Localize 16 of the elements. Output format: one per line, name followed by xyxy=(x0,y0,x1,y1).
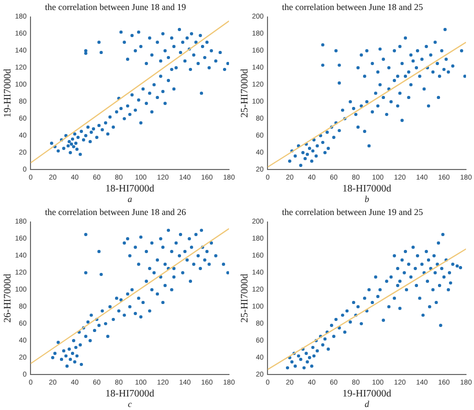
x-axis-title: 18-HI7000d xyxy=(342,184,392,195)
x-axis-title: 18-HI7000d xyxy=(105,184,154,195)
y-axis-title: 25-HI7000d xyxy=(240,274,251,323)
text: b xyxy=(364,194,370,204)
text: a xyxy=(128,194,133,204)
y-axis-title: 19-HI7000d xyxy=(2,68,14,118)
chart-title: the correlation between June 18 and 25 xyxy=(282,2,424,12)
chart-title: the correlation between June 18 and 19 xyxy=(45,2,186,12)
y-axis-title: 25-HI7000d xyxy=(240,68,251,118)
chart-title: the correlation between June 19 and 25 xyxy=(282,206,424,217)
text: c xyxy=(128,398,132,409)
chart-title: the correlation between June 18 and 26 xyxy=(45,206,186,217)
x-axis-title: 18-HI7000d xyxy=(105,388,154,400)
text: d xyxy=(364,398,370,409)
x-axis-title: 19-HI7000d xyxy=(342,388,392,400)
y-axis-title: 26-HI7000d xyxy=(2,274,14,323)
